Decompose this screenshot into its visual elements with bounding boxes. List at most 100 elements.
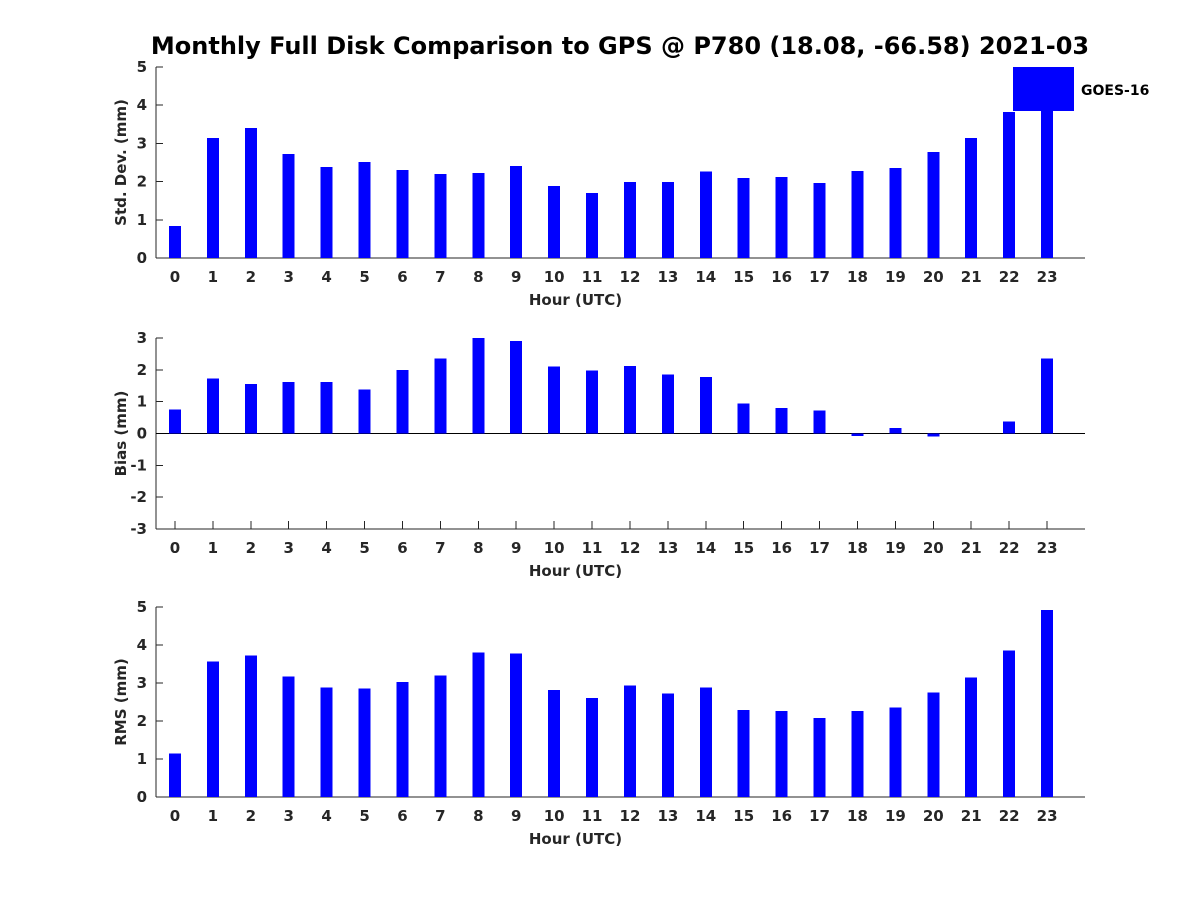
std-bar xyxy=(472,173,485,258)
rms-x-tick-label: 5 xyxy=(359,807,369,825)
std-bar xyxy=(965,138,978,258)
std-y-tick-label: 0 xyxy=(137,249,147,267)
std-bar xyxy=(661,181,674,258)
rms-x-tick-label: 10 xyxy=(544,807,565,825)
bias-bar xyxy=(358,389,371,434)
std-x-tick-label: 11 xyxy=(582,268,603,286)
rms-bar xyxy=(889,707,902,797)
bias-bar xyxy=(396,369,409,434)
bias-bar xyxy=(1003,421,1016,434)
std-y-tick-label: 5 xyxy=(137,58,147,76)
bias-bar xyxy=(775,408,788,434)
rms-x-tick-label: 17 xyxy=(809,807,830,825)
rms-bar xyxy=(623,685,636,797)
bias-bar xyxy=(510,341,523,434)
bias-y-tick-label: 1 xyxy=(137,393,147,411)
bias-x-tick-label: 19 xyxy=(885,539,906,557)
bias-x-tick-label: 0 xyxy=(170,539,180,557)
std-bar xyxy=(206,138,219,258)
rms-bar xyxy=(206,661,219,797)
bias-y-tick-label: -2 xyxy=(130,488,147,506)
std-y-tick-label: 4 xyxy=(137,96,147,114)
std-y-tick-label: 1 xyxy=(137,211,147,229)
bias-x-tick-label: 14 xyxy=(695,539,716,557)
bias-y-tick-label: -1 xyxy=(130,456,147,474)
bias-x-tick-label: 6 xyxy=(397,539,407,557)
rms-x-tick-label: 2 xyxy=(246,807,256,825)
std-bar xyxy=(851,170,864,258)
bias-x-tick-label: 5 xyxy=(359,539,369,557)
std-x-axis-label: Hour (UTC) xyxy=(529,291,622,309)
bias-bar xyxy=(206,378,219,434)
std-bar xyxy=(1003,112,1016,259)
rms-y-tick-label: 2 xyxy=(137,712,147,730)
rms-x-tick-label: 16 xyxy=(771,807,792,825)
bias-x-tick-label: 17 xyxy=(809,539,830,557)
bias-bar xyxy=(927,433,940,437)
std-bar xyxy=(737,178,750,258)
rms-x-tick-label: 12 xyxy=(620,807,641,825)
bias-x-tick-label: 15 xyxy=(733,539,754,557)
std-x-tick-label: 16 xyxy=(771,268,792,286)
bias-bar xyxy=(472,338,485,434)
bias-bar xyxy=(623,366,636,434)
rms-bar xyxy=(586,698,599,797)
std-x-tick-label: 13 xyxy=(657,268,678,286)
rms-bar xyxy=(434,675,447,797)
rms-bar xyxy=(661,693,674,797)
bias-bar xyxy=(586,370,599,434)
rms-x-tick-label: 19 xyxy=(885,807,906,825)
bias-bar xyxy=(1041,358,1054,434)
std-x-tick-label: 18 xyxy=(847,268,868,286)
bias-x-tick-label: 16 xyxy=(771,539,792,557)
bias-y-tick-label: 3 xyxy=(137,329,147,347)
bias-bar xyxy=(282,381,295,434)
bias-x-tick-label: 18 xyxy=(847,539,868,557)
std-bar xyxy=(813,183,826,258)
std-bar xyxy=(320,167,333,258)
bias-y-tick-label: 2 xyxy=(137,361,147,379)
std-bar xyxy=(244,128,257,258)
bias-bar xyxy=(244,384,257,434)
std-x-tick-label: 20 xyxy=(923,268,944,286)
rms-bar xyxy=(699,687,712,797)
std-x-tick-label: 2 xyxy=(246,268,256,286)
std-bar xyxy=(1041,110,1054,259)
rms-bar xyxy=(244,655,257,797)
std-x-tick-label: 4 xyxy=(321,268,331,286)
std-bar xyxy=(168,225,181,258)
rms-bar xyxy=(775,711,788,797)
bias-x-tick-label: 21 xyxy=(961,539,982,557)
bias-x-axis-label: Hour (UTC) xyxy=(529,562,622,580)
std-y-tick-label: 2 xyxy=(137,173,147,191)
std-x-tick-label: 8 xyxy=(473,268,483,286)
bias-x-tick-label: 23 xyxy=(1037,539,1058,557)
bias-bar xyxy=(548,366,561,434)
rms-x-axis-label: Hour (UTC) xyxy=(529,830,622,848)
rms-bar xyxy=(358,688,371,797)
legend: GOES-16 xyxy=(1013,67,1149,111)
rms-x-tick-label: 6 xyxy=(397,807,407,825)
rms-bar xyxy=(472,652,485,797)
bias-bar xyxy=(168,409,181,434)
bias-x-tick-label: 11 xyxy=(582,539,603,557)
std-x-tick-label: 1 xyxy=(208,268,218,286)
rms-y-tick-label: 1 xyxy=(137,750,147,768)
std-x-tick-label: 17 xyxy=(809,268,830,286)
bias-bar xyxy=(889,428,902,434)
rms-bar xyxy=(510,653,523,797)
bias-x-tick-label: 1 xyxy=(208,539,218,557)
chart-title: Monthly Full Disk Comparison to GPS @ P7… xyxy=(151,32,1089,60)
rms-y-tick-label: 0 xyxy=(137,788,147,806)
bias-x-tick-label: 20 xyxy=(923,539,944,557)
rms-bar xyxy=(1003,650,1016,797)
rms-bar xyxy=(396,681,409,797)
std-x-tick-label: 5 xyxy=(359,268,369,286)
rms-bar xyxy=(320,687,333,797)
rms-x-tick-label: 9 xyxy=(511,807,521,825)
std-x-tick-label: 14 xyxy=(695,268,716,286)
rms-x-tick-label: 14 xyxy=(695,807,716,825)
